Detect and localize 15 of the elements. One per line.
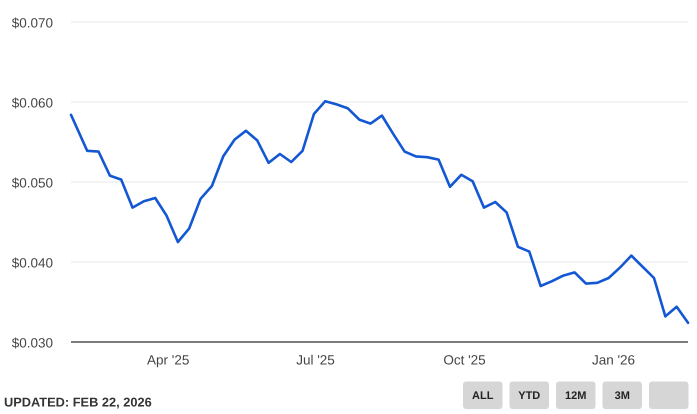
y-tick-label: $0.060: [12, 96, 53, 111]
x-tick-label: Jan '26: [592, 352, 636, 368]
button: 12M: [556, 382, 596, 409]
y-tick-label: $0.040: [12, 256, 53, 271]
text: UPDATED: FEB 22, 2026: [4, 394, 152, 410]
x-tick-label: Oct '25: [443, 352, 486, 368]
x-tick-label: Jul '25: [296, 352, 335, 368]
y-tick-label: $0.030: [12, 336, 53, 351]
button: 3M: [602, 382, 642, 409]
button: ALL: [463, 382, 502, 409]
y-tick-label: $0.050: [12, 176, 53, 191]
line-series: [70, 100, 690, 324]
button: YTD: [510, 382, 549, 409]
x-tick-label: Apr '25: [146, 352, 190, 368]
y-tick-label: $0.070: [12, 16, 53, 31]
